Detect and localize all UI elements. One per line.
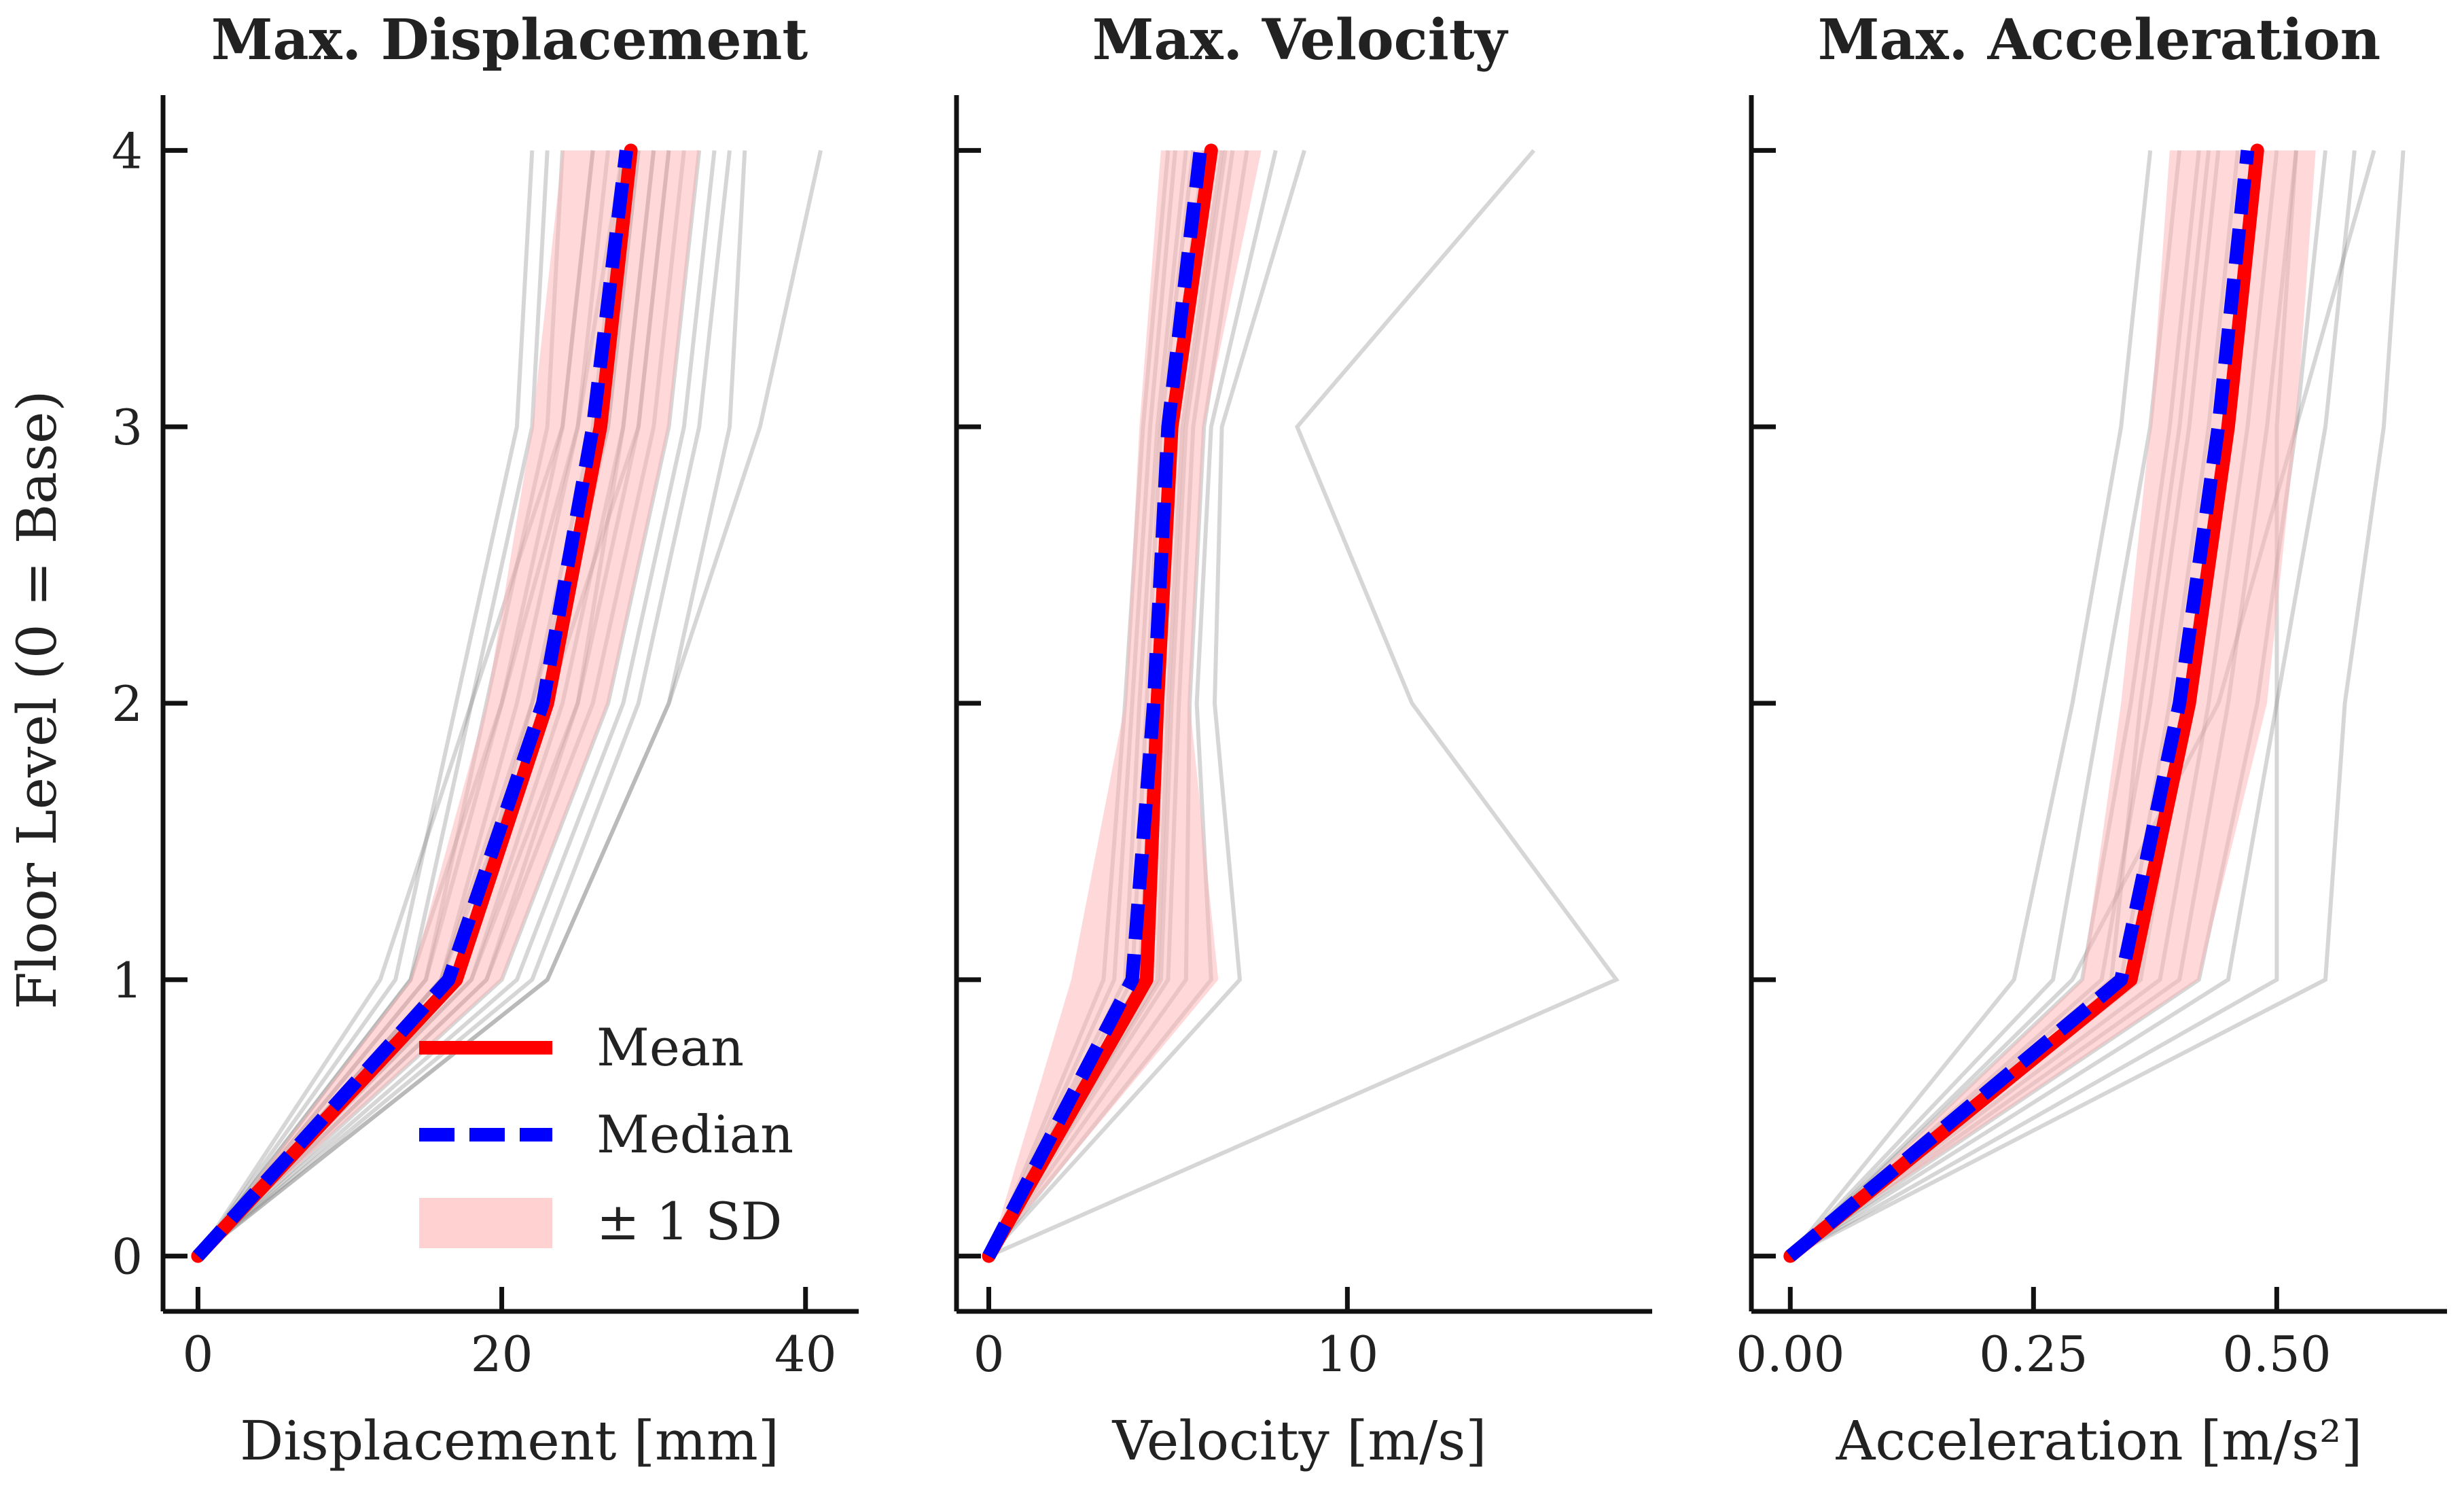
x-axis-label: Acceleration [m/s²]	[1836, 1409, 2363, 1472]
x-tick-label: 40	[774, 1326, 837, 1383]
sd-band-area	[988, 150, 1262, 1256]
legend: Mean Median ± 1 SD	[419, 1017, 793, 1252]
y-tick-label: 1	[111, 952, 143, 1009]
x-tick-label: 0	[974, 1326, 1005, 1383]
y-tick-label: 3	[111, 399, 143, 456]
legend-sd-label: ± 1 SD	[596, 1191, 782, 1252]
record-line	[196, 150, 535, 1258]
y-tick-label: 0	[111, 1228, 143, 1286]
record-line	[196, 150, 732, 1258]
panel-velocity: Max. Velocity 0 10 Velocity [m/s]	[954, 7, 1652, 1472]
record-line	[988, 149, 1620, 1258]
record-lines	[1788, 149, 2406, 1258]
chart-title: Max. Displacement	[211, 7, 808, 73]
median-line	[192, 149, 633, 1261]
x-tick-label: 10	[1317, 1326, 1379, 1383]
mean-line	[1783, 143, 2264, 1263]
sd-band	[1790, 150, 2316, 1256]
legend-median-label: Median	[596, 1104, 793, 1165]
y-axis-label: Floor Level (0 = Base)	[5, 390, 69, 1009]
panel-acceleration: Max. Acceleration 0.00 0.25 0.50 Accelerat…	[1736, 7, 2447, 1472]
x-tick-label: 0.00	[1736, 1326, 1844, 1383]
legend-mean-label: Mean	[596, 1017, 744, 1078]
sd-band	[198, 150, 700, 1256]
x-axis-label: Displacement [mm]	[240, 1409, 779, 1472]
x-tick-label: 0.50	[2222, 1326, 2331, 1383]
sd-band	[988, 150, 1262, 1256]
chart-title: Max. Acceleration	[1818, 7, 2381, 73]
series-lines	[1783, 143, 2264, 1263]
record-line	[1788, 150, 2153, 1258]
axes: 0 10	[954, 95, 1652, 1383]
legend-sd-swatch	[419, 1198, 552, 1248]
y-tick-label: 2	[111, 675, 143, 732]
x-tick-label: 0.25	[1979, 1326, 2088, 1383]
x-tick-label: 20	[471, 1326, 533, 1383]
record-line	[987, 149, 1306, 1258]
median-line	[1785, 149, 2255, 1262]
series-lines	[191, 143, 638, 1263]
x-axis-label: Velocity [m/s]	[1112, 1409, 1487, 1472]
record-line	[196, 150, 747, 1258]
x-tick-label: 0	[183, 1326, 214, 1383]
series-lines	[982, 143, 1218, 1263]
sd-band-area	[198, 150, 700, 1256]
record-line	[1789, 150, 2406, 1258]
median-line	[982, 149, 1207, 1260]
y-tick-label: 4	[111, 122, 143, 179]
chart-title: Max. Velocity	[1092, 7, 1509, 73]
record-line	[1789, 150, 2357, 1258]
record-line	[196, 150, 717, 1258]
record-line	[196, 149, 823, 1258]
sd-band-area	[1790, 150, 2316, 1256]
axes: 0.00 0.25 0.50	[1736, 95, 2447, 1383]
